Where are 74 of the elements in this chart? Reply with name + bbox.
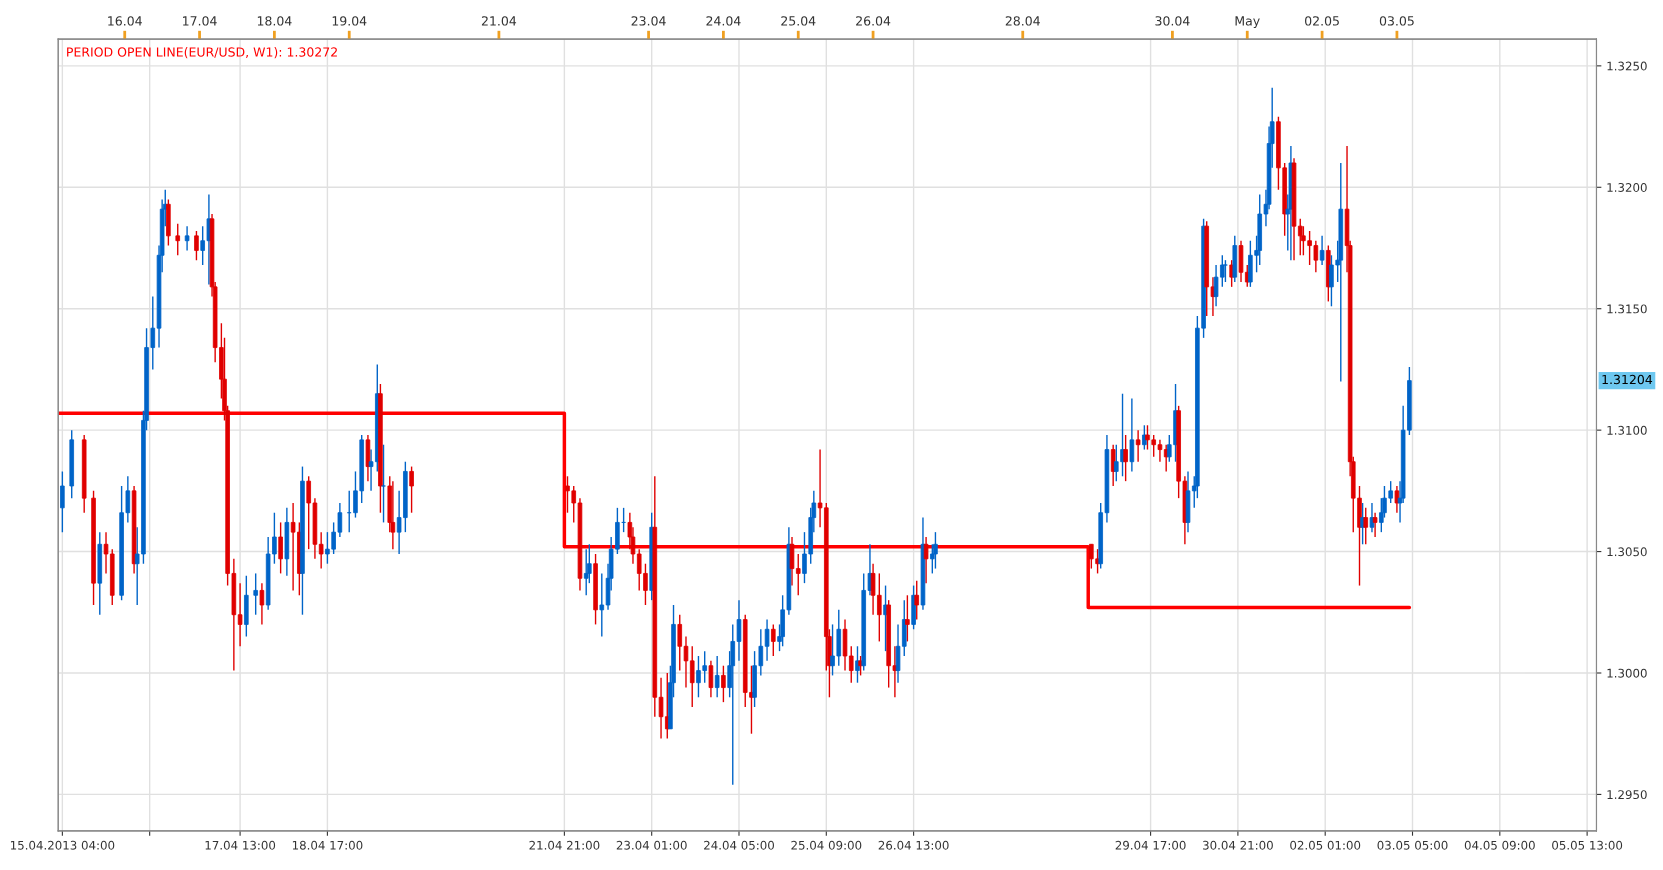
- x-tick-label: 02.05 01:00: [1290, 840, 1361, 850]
- candlestick: [1135, 429, 1141, 463]
- x2-tick-label: 02.05: [1305, 16, 1339, 26]
- candlestick: [290, 502, 296, 592]
- candlestick: [933, 531, 938, 570]
- x-tick-label: 29.04 17:00: [1115, 840, 1186, 850]
- y-tick-label: 1.3100: [1607, 425, 1647, 435]
- candlestick: [1089, 543, 1094, 570]
- x2-tick-label: 28.04: [1005, 16, 1040, 26]
- candlestick: [60, 470, 65, 533]
- candlestick: [658, 677, 664, 740]
- candlestick: [237, 582, 243, 647]
- x-tick-label: 23.04 01:00: [616, 840, 687, 850]
- x2-tick-label: 17.04: [183, 16, 217, 26]
- x-tick-label: 04.05 09:00: [1464, 840, 1535, 850]
- x-tick-label: 18.04 17:00: [292, 840, 363, 850]
- candlestick: [599, 572, 605, 638]
- candlestick: [194, 230, 199, 261]
- x2-tick-label: 03.05: [1379, 16, 1414, 26]
- candlestick: [381, 444, 386, 524]
- candlestick: [764, 618, 770, 662]
- x2-tick-label: 18.04: [257, 16, 292, 26]
- x-tick-label: 17.04 13:00: [205, 840, 276, 850]
- y-tick-label: 1.2950: [1607, 790, 1647, 800]
- candlestick: [721, 665, 726, 703]
- x-tick-label: 15.04.2013 04:00: [10, 840, 115, 850]
- candlestick: [253, 572, 258, 616]
- x2-tick-label: 21.04: [481, 16, 517, 26]
- x-tick-label: 21.04 21:00: [529, 840, 600, 850]
- candlestick: [390, 480, 396, 550]
- candlestick: [1223, 259, 1228, 283]
- candlestick: [714, 655, 720, 698]
- candlestick: [409, 465, 414, 514]
- y-tick-label: 1.3050: [1607, 547, 1647, 557]
- y-tick-label: 1.3250: [1607, 61, 1647, 71]
- x2-tick-label: 19.04: [332, 16, 367, 26]
- x2-tick-label: 24.04: [706, 16, 741, 26]
- x-tick-label: 30.04 21:00: [1203, 840, 1273, 850]
- candlestick: [184, 225, 190, 252]
- y-tick-label: 1.3150: [1607, 304, 1647, 314]
- x-tick-label: 05.05 13:00: [1552, 840, 1623, 850]
- candlestick: [708, 660, 714, 698]
- y-tick-label: 1.3000: [1607, 668, 1647, 678]
- x2-tick-label: 16.04: [108, 16, 142, 26]
- candlestick: [923, 536, 929, 584]
- candlestick: [905, 594, 910, 643]
- candlestick: [1319, 235, 1325, 266]
- x-tick-label: 25.04 09:00: [791, 840, 862, 850]
- x2-tick-label: 26.04: [856, 16, 891, 26]
- candlestick: [1394, 485, 1400, 514]
- candlestick: [278, 521, 283, 575]
- x-tick-label: 03.05 05:00: [1377, 840, 1448, 850]
- candlestick: [914, 580, 920, 621]
- candlestick: [318, 531, 324, 570]
- candlestick: [1110, 444, 1116, 487]
- candlestick: [1363, 507, 1369, 545]
- text: 1.31204: [1602, 374, 1653, 385]
- candlestick: [1114, 444, 1119, 482]
- candlestick: [1369, 502, 1375, 533]
- candlestick: [259, 582, 265, 626]
- x2-tick-label: 25.04: [781, 16, 816, 26]
- candlestick: [1129, 397, 1135, 473]
- candlestick: [175, 223, 181, 256]
- y-tick-label: 1.3200: [1607, 183, 1647, 192]
- x2-tick-label: May: [1235, 16, 1260, 29]
- x2-tick-label: 23.04: [631, 16, 666, 26]
- x-tick-label: 26.04 13:00: [878, 840, 949, 850]
- x2-tick-label: 30.04: [1155, 16, 1190, 26]
- candlestick: [1123, 434, 1128, 482]
- candlestick: [771, 623, 776, 657]
- text: PERIOD OPEN LINE(EUR/USD, W1): 1.30272: [67, 47, 337, 59]
- candlestick: [583, 548, 589, 596]
- candlestick: [1372, 512, 1378, 538]
- x-tick-label: 24.04 05:00: [704, 840, 774, 850]
